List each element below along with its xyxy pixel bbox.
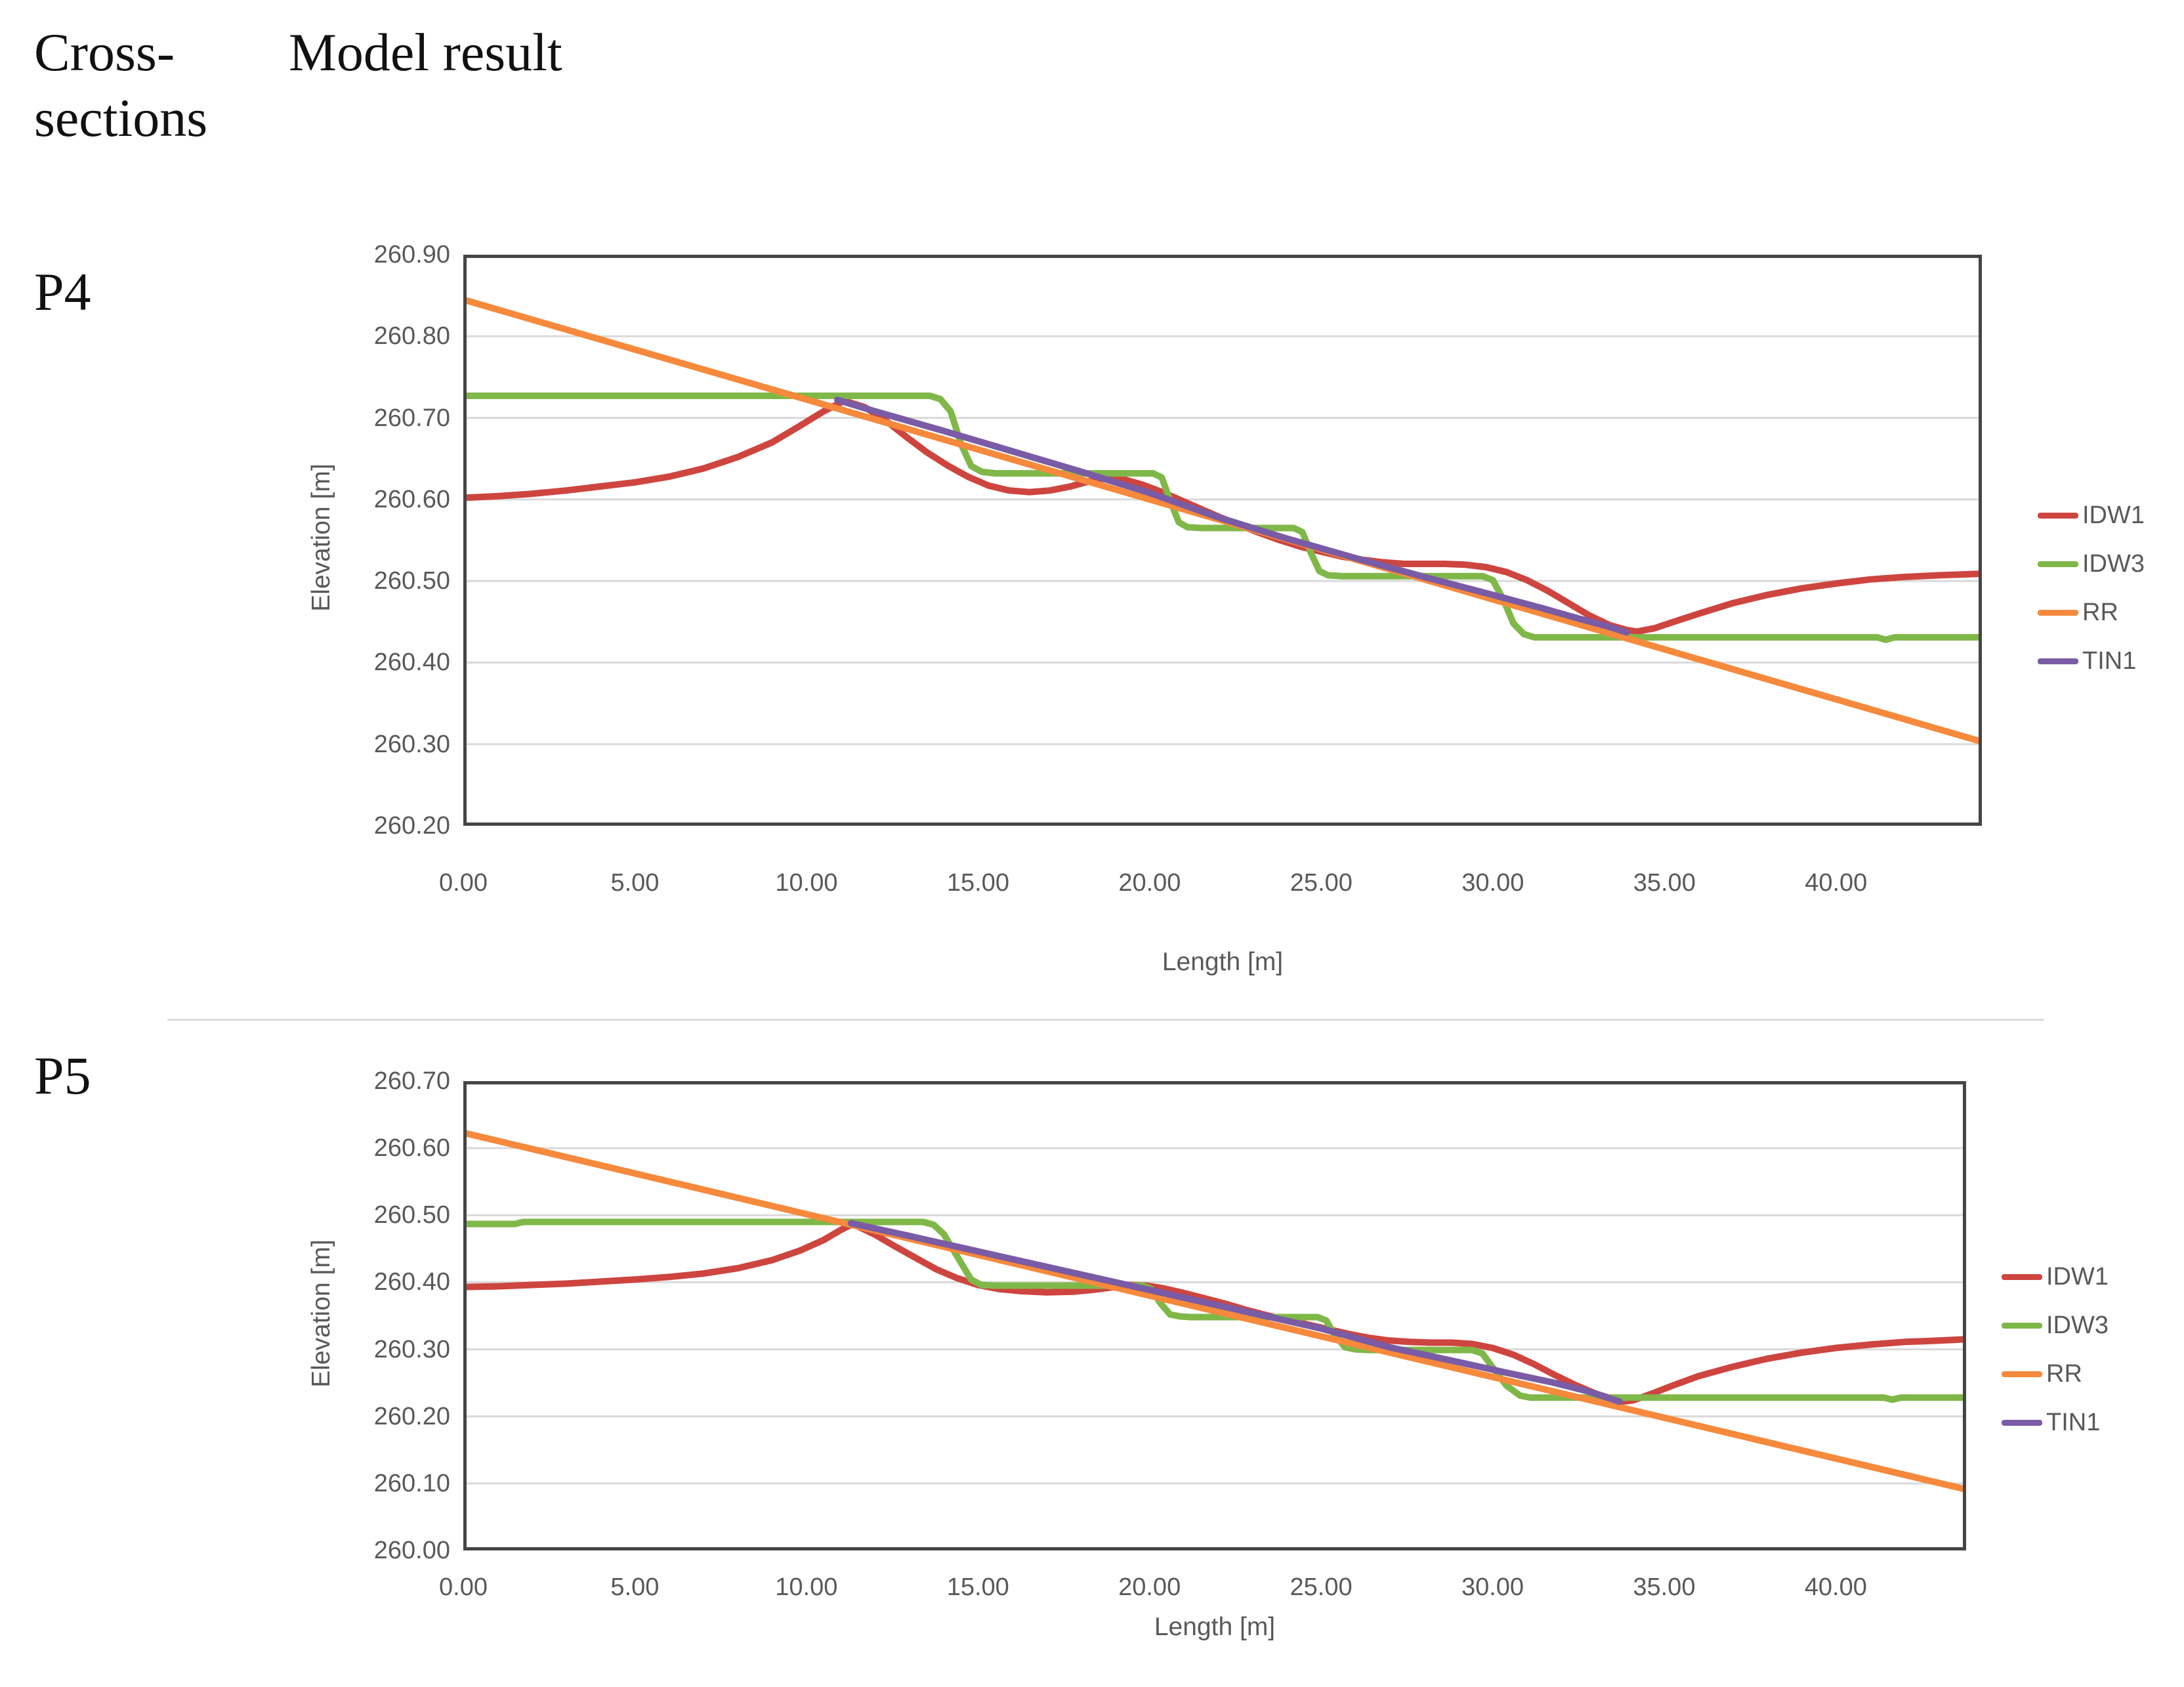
p4-plot-border <box>463 255 1982 826</box>
p4-xtick-label: 30.00 <box>1461 869 1524 897</box>
p4-xtick-label: 15.00 <box>946 869 1009 897</box>
p4-legend-item-idw3: IDW3 <box>2038 540 2145 588</box>
p5-ytick-label: 260.50 <box>373 1201 450 1229</box>
p4-xtick-label: 35.00 <box>1633 869 1696 897</box>
p5-legend-item-idw3: IDW3 <box>2002 1301 2109 1350</box>
idw3-legend-line-icon <box>2038 561 2078 567</box>
p5-xtick-label: 0.00 <box>439 1573 488 1601</box>
p5-ytick-label: 260.00 <box>373 1537 450 1564</box>
p4-series-idw3 <box>463 393 1982 643</box>
p4-legend-label-idw3: IDW3 <box>2082 549 2145 578</box>
p5-xtick-label: 20.00 <box>1118 1573 1181 1601</box>
p5-legend-label-tin1: TIN1 <box>2046 1408 2101 1436</box>
row-label-p5: P5 <box>34 1046 91 1105</box>
p4-ytick-label: 260.40 <box>373 649 450 677</box>
p5-legend-item-rr: RR <box>2002 1350 2109 1398</box>
row-label-p4: P4 <box>34 262 91 322</box>
p5-xtick-label: 15.00 <box>946 1573 1009 1601</box>
p5-series-tin1 <box>847 1220 1623 1405</box>
p5-legend-label-rr: RR <box>2046 1359 2082 1388</box>
p4-legend: IDW1 IDW3 RR TIN1 <box>2038 491 2145 685</box>
p5-xtick-label: 5.00 <box>610 1573 660 1601</box>
p5-x-axis-title: Length [m] <box>1154 1613 1276 1641</box>
p5-ytick-label: 260.20 <box>373 1402 450 1430</box>
p4-ytick-label: 260.20 <box>373 812 450 840</box>
p4-xtick-label: 0.00 <box>439 869 488 897</box>
p5-plot-border <box>463 1081 1966 1550</box>
table-header-model-result: Model result <box>289 22 562 82</box>
p4-ytick-label: 260.30 <box>373 730 450 758</box>
p4-ytick-label: 260.80 <box>373 322 450 351</box>
p5-y-axis-title: Elevation [m] <box>307 1239 335 1388</box>
p4-ytick-label: 260.60 <box>373 485 450 513</box>
p4-legend-item-rr: RR <box>2038 588 2145 637</box>
p4-legend-label-idw1: IDW1 <box>2082 501 2145 529</box>
p5-ytick-label: 260.10 <box>373 1469 450 1497</box>
row-divider <box>167 1019 2044 1021</box>
p4-x-axis-title: Length [m] <box>1162 948 1284 976</box>
p5-plot-area <box>463 1081 1966 1550</box>
p5-xtick-label: 40.00 <box>1804 1573 1867 1601</box>
idw3-legend-line-icon <box>2002 1322 2042 1329</box>
p5-legend-item-idw1: IDW1 <box>2002 1252 2109 1301</box>
p5-legend-item-tin1: TIN1 <box>2002 1398 2109 1447</box>
p4-xtick-label: 10.00 <box>775 869 838 897</box>
p4-plot-area <box>463 255 1982 826</box>
p5-xtick-label: 10.00 <box>775 1573 838 1601</box>
p4-legend-label-rr: RR <box>2082 598 2118 626</box>
idw1-legend-line-icon <box>2002 1273 2042 1280</box>
header-line-2: sections <box>34 88 208 148</box>
p5-ytick-label: 260.60 <box>373 1134 450 1163</box>
tin1-legend-line-icon <box>2002 1419 2042 1426</box>
p4-xtick-label: 20.00 <box>1118 869 1181 897</box>
tin1-legend-line-icon <box>2038 658 2078 664</box>
p4-ytick-label: 260.50 <box>373 567 450 595</box>
p4-ytick-label: 260.90 <box>373 241 450 268</box>
p5-ytick-label: 260.70 <box>373 1067 450 1095</box>
p5-legend-label-idw3: IDW3 <box>2046 1311 2109 1339</box>
p4-legend-item-idw1: IDW1 <box>2038 491 2145 540</box>
p5-xtick-label: 35.00 <box>1633 1573 1696 1601</box>
p4-legend-item-tin1: TIN1 <box>2038 637 2145 685</box>
p4-xtick-label: 5.00 <box>610 869 660 897</box>
rr-legend-line-icon <box>2002 1371 2042 1377</box>
p5-legend: IDW1 IDW3 RR TIN1 <box>2002 1252 2109 1447</box>
p5-legend-label-idw1: IDW1 <box>2046 1262 2109 1291</box>
p5-series-rr <box>463 1129 1966 1493</box>
rr-legend-line-icon <box>2038 609 2078 616</box>
p5-xtick-label: 25.00 <box>1290 1573 1353 1601</box>
p5-ytick-label: 260.30 <box>373 1335 450 1363</box>
table-header-cross-sections: Cross- sections <box>34 20 207 151</box>
p4-series-tin1 <box>834 396 1630 636</box>
p4-xtick-label: 25.00 <box>1290 869 1353 897</box>
header-line-1: Cross- <box>34 22 175 82</box>
p4-xtick-label: 40.00 <box>1805 869 1868 897</box>
p4-ytick-label: 260.70 <box>373 404 450 432</box>
p5-ytick-label: 260.40 <box>373 1268 450 1296</box>
p4-legend-label-tin1: TIN1 <box>2082 647 2137 675</box>
p5-xtick-label: 30.00 <box>1461 1573 1524 1601</box>
idw1-legend-line-icon <box>2038 512 2078 519</box>
